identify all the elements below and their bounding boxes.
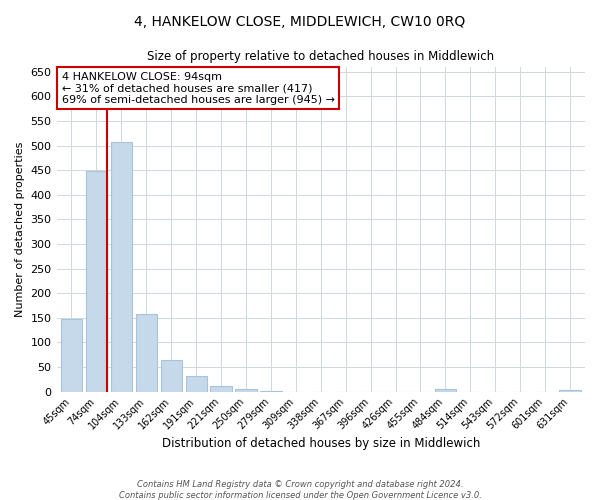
Text: 4 HANKELOW CLOSE: 94sqm
← 31% of detached houses are smaller (417)
69% of semi-d: 4 HANKELOW CLOSE: 94sqm ← 31% of detache… [62,72,335,105]
Bar [435,389,456,392]
Bar [260,390,281,392]
X-axis label: Distribution of detached houses by size in Middlewich: Distribution of detached houses by size … [161,437,480,450]
Text: 4, HANKELOW CLOSE, MIDDLEWICH, CW10 0RQ: 4, HANKELOW CLOSE, MIDDLEWICH, CW10 0RQ [134,15,466,29]
Bar [61,319,82,392]
Bar [185,376,207,392]
Bar [161,360,182,392]
Bar [86,171,107,392]
Y-axis label: Number of detached properties: Number of detached properties [15,142,25,317]
Title: Size of property relative to detached houses in Middlewich: Size of property relative to detached ho… [147,50,494,63]
Bar [559,390,581,392]
Text: Contains HM Land Registry data © Crown copyright and database right 2024.
Contai: Contains HM Land Registry data © Crown c… [119,480,481,500]
Bar [111,142,132,392]
Bar [211,386,232,392]
Bar [235,389,257,392]
Bar [136,314,157,392]
